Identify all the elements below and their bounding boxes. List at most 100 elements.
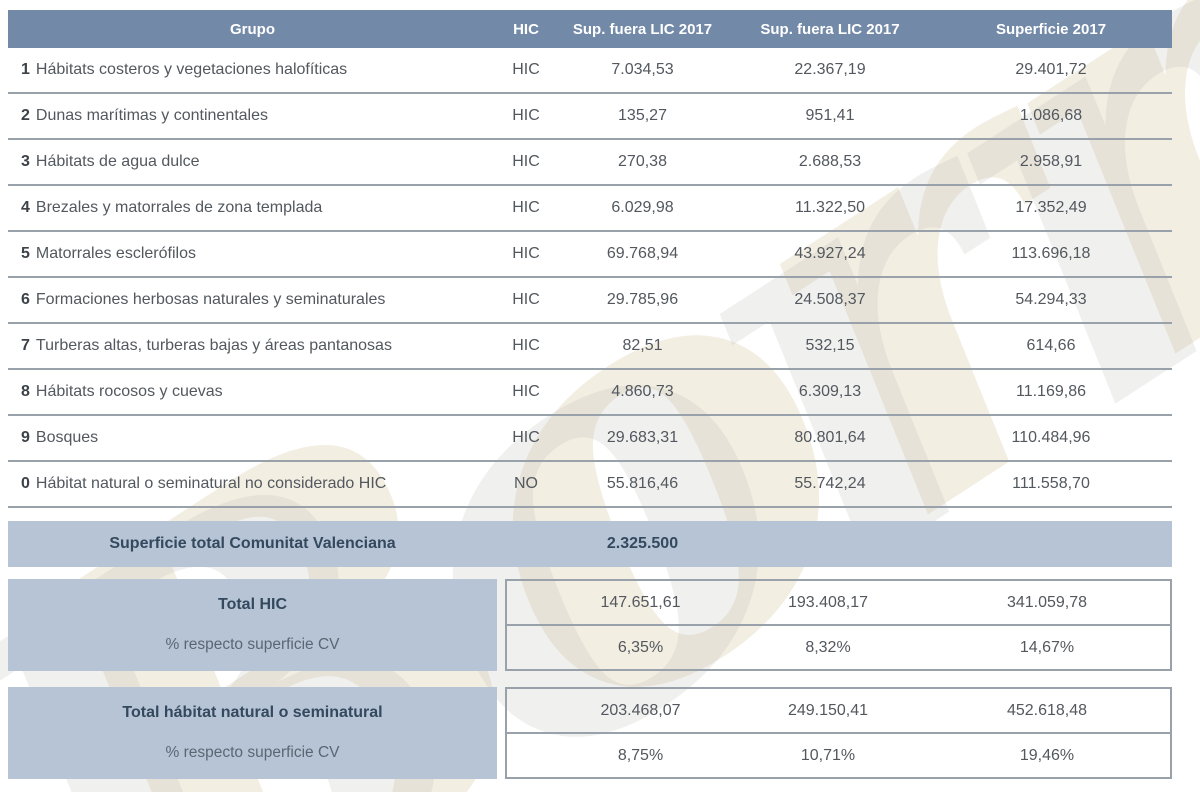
habitat-cell: 9 Bosques <box>8 429 497 447</box>
habitat-cell: 2 Dunas marítimas y continentales <box>8 107 497 125</box>
habitats-table: Grupo HIC Sup. fuera LIC 2017 Sup. fuera… <box>8 10 1172 779</box>
habitat-group-number: 3 <box>21 153 30 170</box>
sup-fuera-lic-1-value: 29.683,31 <box>606 429 679 446</box>
total-hic-superficie: 341.059,78 <box>1006 593 1088 611</box>
habitat-cell: 1 Hábitats costeros y vegetaciones halofí… <box>8 61 497 79</box>
total-cv-value: 2.325.500 <box>606 535 679 552</box>
sup-fuera-lic-2-value: 2.688,53 <box>798 153 862 170</box>
superficie-2017-value: 110.484,96 <box>1011 429 1091 446</box>
habitat-group-name: Hábitat natural o seminatural no conside… <box>35 475 387 492</box>
habitat-cell: 6 Formaciones herbosas naturales y semina… <box>8 291 497 309</box>
habitat-group-name: Dunas marítimas y continentales <box>35 107 269 124</box>
habitat-group-number: 1 <box>21 61 30 78</box>
total-natural-sup-fuera-2: 249.150,41 <box>787 701 869 719</box>
habitat-group-number: 0 <box>21 475 30 492</box>
hic-flag: HIC <box>512 107 540 124</box>
total-hic-pct-row: 6,35% 8,32% 14,67% <box>507 626 1170 669</box>
total-hic-values: 147.651,61 193.408,17 341.059,78 6,35% 8… <box>505 579 1172 671</box>
habitat-group-name: Hábitats costeros y vegetaciones halofít… <box>35 61 348 78</box>
total-hic-labels: Total HIC % respecto superficie CV <box>8 579 497 671</box>
total-natural-pct-label: % respecto superficie CV <box>165 744 340 761</box>
superficie-2017-value: 17.352,49 <box>1015 199 1087 216</box>
hic-flag: HIC <box>512 429 540 446</box>
hic-flag: HIC <box>512 153 540 170</box>
total-natural-pct-row: 8,75% 10,71% 19,46% <box>507 734 1170 777</box>
sup-fuera-lic-1-value: 29.785,96 <box>606 291 679 308</box>
column-header-sup-fuera-lic-1: Sup. fuera LIC 2017 <box>572 20 713 38</box>
habitat-group-name: Formaciones herbosas naturales y seminat… <box>35 291 386 308</box>
habitat-group-name: Bosques <box>35 429 99 446</box>
sup-fuera-lic-1-value: 4.860,73 <box>611 383 674 400</box>
hic-flag: HIC <box>512 337 540 354</box>
total-cv-band: Superficie total Comunitat Valenciana 2.… <box>8 521 1172 567</box>
hic-flag: HIC <box>512 245 540 262</box>
column-header-grupo: Grupo <box>230 20 275 38</box>
habitat-cell: 5 Matorrales esclerófilos <box>8 245 497 263</box>
table-row: 4 Brezales y matorrales de zona templada … <box>8 186 1172 232</box>
superficie-2017-value: 113.696,18 <box>1011 245 1091 262</box>
sup-fuera-lic-1-value: 7.034,53 <box>611 61 674 78</box>
habitat-group-number: 5 <box>21 245 30 262</box>
column-header-sup-fuera-lic-2: Sup. fuera LIC 2017 <box>760 20 900 38</box>
total-natural-superficie: 452.618,48 <box>1006 701 1088 719</box>
superficie-2017-value: 1.086,68 <box>1019 107 1083 124</box>
sup-fuera-lic-1-value: 55.816,46 <box>606 475 679 492</box>
superficie-2017-value: 29.401,72 <box>1015 61 1087 78</box>
habitat-cell: 4 Brezales y matorrales de zona templada <box>8 199 497 217</box>
habitat-cell: 8 Hábitats rocosos y cuevas <box>8 383 497 401</box>
total-hic-pct-label: % respecto superficie CV <box>165 636 340 653</box>
superficie-2017-value: 54.294,33 <box>1015 291 1087 308</box>
total-hic-pct-3: 14,67% <box>1019 638 1075 656</box>
habitat-group-number: 6 <box>21 291 30 308</box>
superficie-2017-value: 614,66 <box>1026 337 1076 354</box>
total-hic-pct-2: 8,32% <box>805 638 851 656</box>
total-natural-block: Total hábitat natural o seminatural % re… <box>8 687 1172 779</box>
total-natural-values: 203.468,07 249.150,41 452.618,48 8,75% 1… <box>505 687 1172 779</box>
sup-fuera-lic-2-value: 951,41 <box>805 107 855 124</box>
habitat-group-number: 9 <box>21 429 30 446</box>
table-row: 9 Bosques HIC 29.683,31 80.801,64 110.484… <box>8 416 1172 462</box>
habitat-group-name: Hábitats de agua dulce <box>35 153 200 170</box>
habitat-group-name: Turberas altas, turberas bajas y áreas p… <box>35 337 392 354</box>
sup-fuera-lic-1-value: 270,38 <box>618 153 667 170</box>
total-natural-sup-fuera-1: 203.468,07 <box>600 701 681 719</box>
total-natural-label: Total hábitat natural o seminatural <box>122 704 383 721</box>
sup-fuera-lic-1-value: 6.029,98 <box>611 199 674 216</box>
total-hic-sup-fuera-2: 193.408,17 <box>787 593 869 611</box>
total-hic-label: Total HIC <box>217 596 288 613</box>
habitat-cell: 7 Turberas altas, turberas bajas y áreas … <box>8 337 497 355</box>
sup-fuera-lic-2-value: 55.742,24 <box>794 475 866 492</box>
table-row: 2 Dunas marítimas y continentales HIC 135… <box>8 94 1172 140</box>
table-row: 1 Hábitats costeros y vegetaciones halofí… <box>8 48 1172 94</box>
sup-fuera-lic-2-value: 6.309,13 <box>798 383 862 400</box>
total-natural-pct-1: 8,75% <box>617 746 664 764</box>
sup-fuera-lic-2-value: 11.322,50 <box>795 199 865 216</box>
table-row: 3 Hábitats de agua dulce HIC 270,38 2.688… <box>8 140 1172 186</box>
sup-fuera-lic-1-value: 69.768,94 <box>606 245 679 262</box>
habitat-group-number: 4 <box>21 199 30 216</box>
sup-fuera-lic-2-value: 532,15 <box>805 337 855 354</box>
total-natural-labels: Total hábitat natural o seminatural % re… <box>8 687 497 779</box>
total-hic-pct-1: 6,35% <box>617 638 664 656</box>
table-row: 5 Matorrales esclerófilos HIC 69.768,94 4… <box>8 232 1172 278</box>
sup-fuera-lic-2-value: 24.508,37 <box>794 291 866 308</box>
table-row: 6 Formaciones herbosas naturales y semina… <box>8 278 1172 324</box>
total-cv-label: Superficie total Comunitat Valenciana <box>109 535 396 552</box>
habitat-group-number: 8 <box>21 383 30 400</box>
habitat-cell: 3 Hábitats de agua dulce <box>8 153 497 171</box>
superficie-2017-value: 11.169,86 <box>1016 383 1086 400</box>
table-row: 8 Hábitats rocosos y cuevas HIC 4.860,73 … <box>8 370 1172 416</box>
total-hic-values-row: 147.651,61 193.408,17 341.059,78 <box>507 581 1170 626</box>
table-header-row: Grupo HIC Sup. fuera LIC 2017 Sup. fuera… <box>8 10 1172 48</box>
hic-flag: NO <box>514 475 538 492</box>
habitat-group-name: Matorrales esclerófilos <box>35 245 196 262</box>
table-row: 0 Hábitat natural o seminatural no consid… <box>8 462 1172 508</box>
habitat-group-name: Brezales y matorrales de zona templada <box>35 199 323 216</box>
table-row: 7 Turberas altas, turberas bajas y áreas … <box>8 324 1172 370</box>
hic-flag: HIC <box>512 383 540 400</box>
sup-fuera-lic-1-value: 82,51 <box>622 337 663 354</box>
table-body: 1 Hábitats costeros y vegetaciones halofí… <box>8 48 1172 508</box>
habitat-group-number: 2 <box>21 107 30 124</box>
habitat-group-number: 7 <box>21 337 30 354</box>
